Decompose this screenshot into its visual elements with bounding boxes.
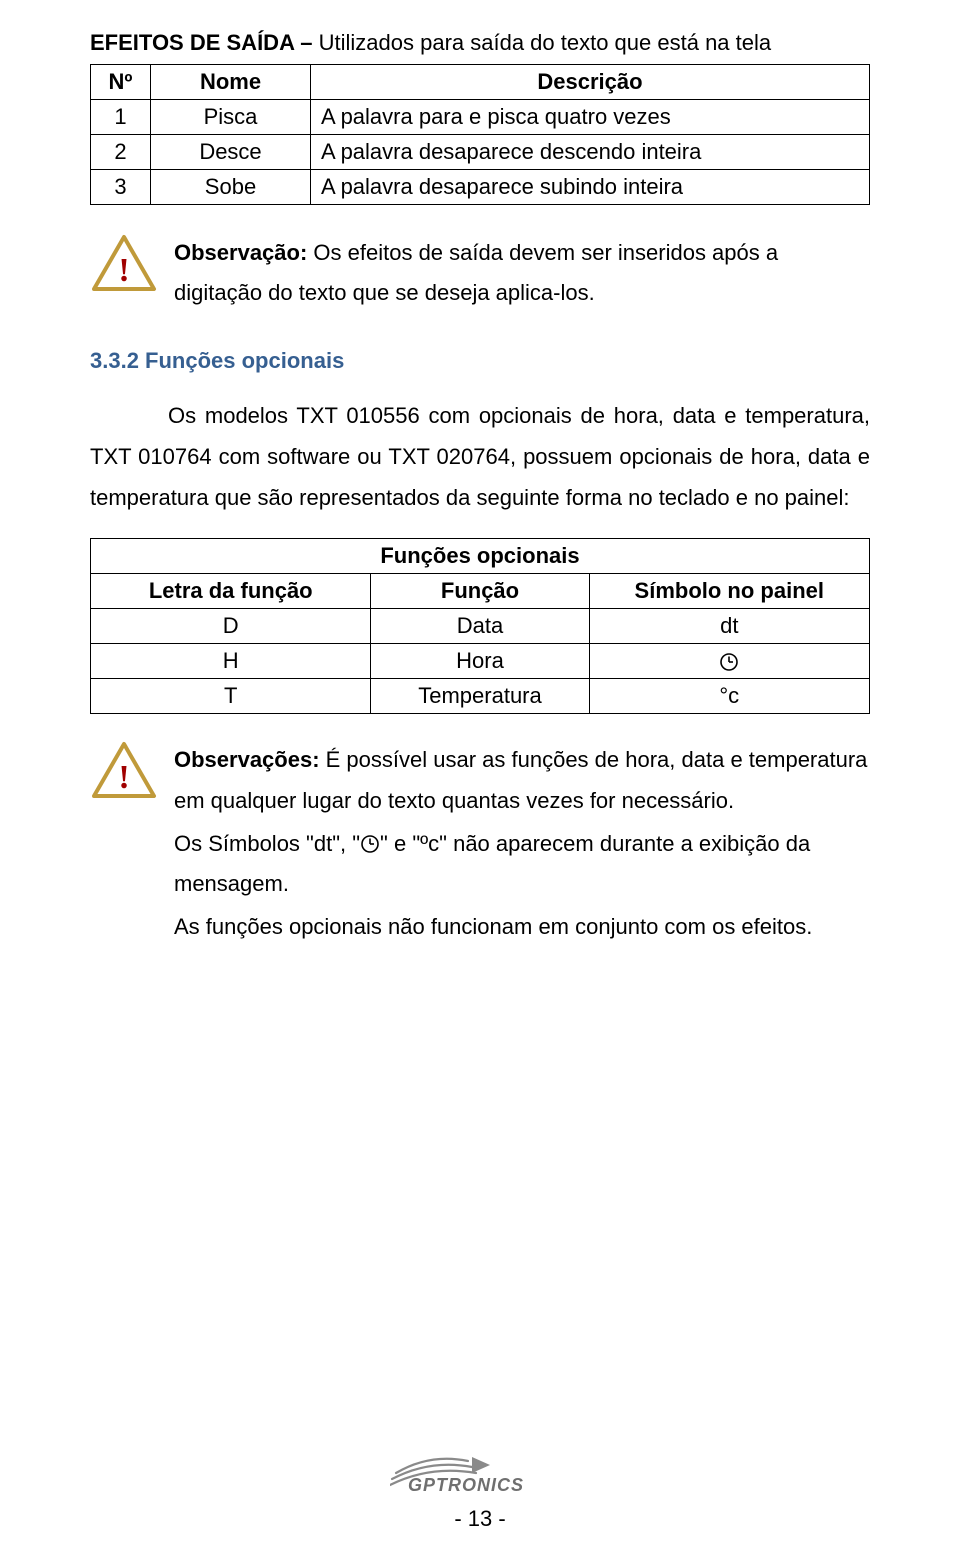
clock-icon [719,652,739,672]
th-funcao: Função [371,574,589,609]
page-number: - 13 - [0,1506,960,1532]
warning-icon: ! [90,233,158,295]
subsection-heading: 3.3.2 Funções opcionais [90,348,870,374]
table-row: 2 Desce A palavra desaparece descendo in… [91,135,870,170]
warning-icon: ! [90,740,158,802]
obs1-bold: Observação: [174,240,307,265]
table-row: T Temperatura °c [91,679,870,714]
svg-text:GPTRONICS: GPTRONICS [408,1475,524,1495]
th-nome: Nome [151,65,311,100]
effects-table: Nº Nome Descrição 1 Pisca A palavra para… [90,64,870,205]
page-footer: GPTRONICS - 13 - [0,1443,960,1532]
functions-table: Funções opcionais Letra da função Função… [90,538,870,714]
table-row: D Data dt [91,609,870,644]
svg-text:!: ! [118,252,129,289]
brand-logo: GPTRONICS [390,1443,570,1495]
observation-block-1: ! Observação: Os efeitos de saída devem … [90,233,870,312]
th-letra: Letra da função [91,574,371,609]
body-paragraph: Os modelos TXT 010556 com opcionais de h… [90,396,870,518]
obs2-p3: As funções opcionais não funcionam em co… [174,907,870,948]
clock-icon [360,834,380,854]
table-row: 3 Sobe A palavra desaparece subindo inte… [91,170,870,205]
table2-title: Funções opcionais [91,539,870,574]
title-rest: Utilizados para saída do texto que está … [313,30,772,55]
th-num: Nº [91,65,151,100]
th-simbolo: Símbolo no painel [589,574,869,609]
section-title: EFEITOS DE SAÍDA – Utilizados para saída… [90,30,870,56]
table-row: H Hora [91,644,870,679]
obs2-p1: Observações: É possível usar as funções … [174,740,870,821]
table-row: 1 Pisca A palavra para e pisca quatro ve… [91,100,870,135]
th-desc: Descrição [311,65,870,100]
clock-cell [589,644,869,679]
title-bold: EFEITOS DE SAÍDA – [90,30,313,55]
observation-block-2: ! Observações: É possível usar as funçõe… [90,740,870,949]
obs2-p2: Os Símbolos "dt", " " e "ºc" não aparece… [174,824,870,905]
svg-text:!: ! [118,759,129,796]
